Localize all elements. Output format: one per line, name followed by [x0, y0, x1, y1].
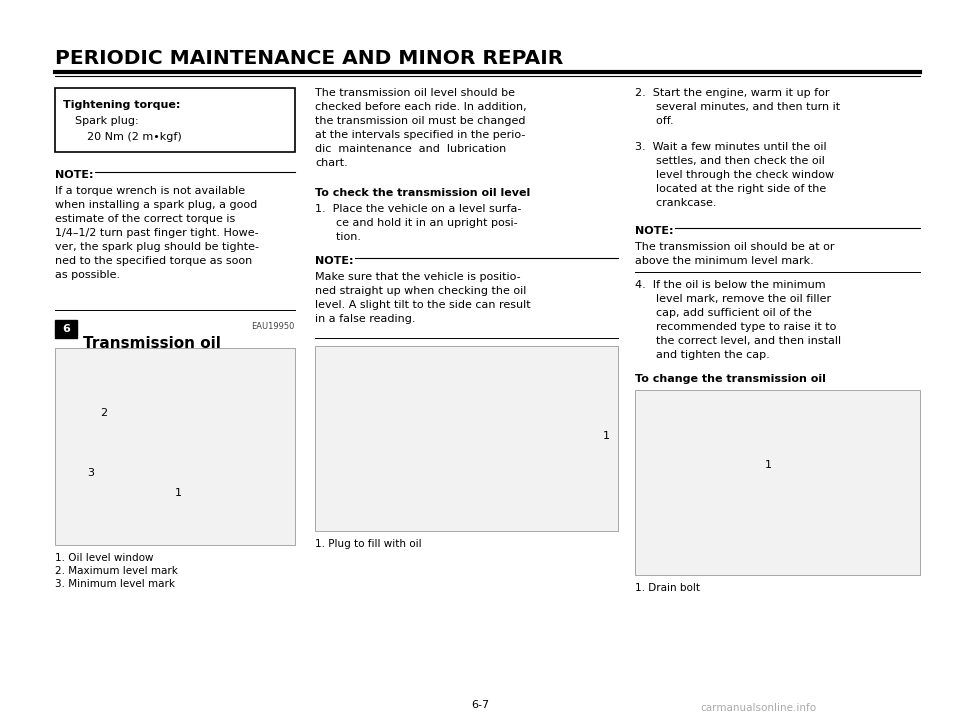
- Bar: [55, 320, 77, 338]
- Text: 3: 3: [87, 468, 94, 478]
- Text: 1.  Place the vehicle on a level surfa-
      ce and hold it in an upright posi-: 1. Place the vehicle on a level surfa- c…: [315, 204, 521, 242]
- Text: 1: 1: [175, 488, 182, 498]
- Bar: [55, 348, 295, 545]
- Text: 3.  Wait a few minutes until the oil
      settles, and then check the oil
     : 3. Wait a few minutes until the oil sett…: [635, 142, 834, 208]
- Text: Tightening torque:: Tightening torque:: [63, 100, 180, 110]
- Text: NOTE:: NOTE:: [315, 256, 353, 266]
- Text: The transmission oil level should be
checked before each ride. In addition,
the : The transmission oil level should be che…: [315, 88, 527, 168]
- Text: To check the transmission oil level: To check the transmission oil level: [315, 188, 530, 198]
- Text: EAU19950: EAU19950: [252, 322, 295, 331]
- Text: 1: 1: [765, 460, 772, 470]
- Bar: [55, 88, 295, 152]
- Text: 6-7: 6-7: [471, 700, 489, 710]
- Text: carmanualsonline.info: carmanualsonline.info: [700, 703, 816, 713]
- Text: NOTE:: NOTE:: [55, 170, 93, 180]
- Text: 2: 2: [100, 408, 108, 418]
- Text: NOTE:: NOTE:: [635, 226, 674, 236]
- Text: 6: 6: [62, 324, 70, 334]
- Text: 2.  Start the engine, warm it up for
      several minutes, and then turn it
   : 2. Start the engine, warm it up for seve…: [635, 88, 840, 126]
- Bar: [635, 390, 920, 575]
- Text: 3. Minimum level mark: 3. Minimum level mark: [55, 579, 175, 589]
- Text: 1. Oil level window: 1. Oil level window: [55, 553, 154, 563]
- Text: 1: 1: [603, 431, 610, 441]
- Text: If a torque wrench is not available
when installing a spark plug, a good
estimat: If a torque wrench is not available when…: [55, 186, 259, 280]
- Text: To change the transmission oil: To change the transmission oil: [635, 374, 826, 384]
- Text: Transmission oil: Transmission oil: [83, 336, 221, 351]
- Text: Make sure that the vehicle is positio-
ned straight up when checking the oil
lev: Make sure that the vehicle is positio- n…: [315, 272, 531, 324]
- Text: 1. Drain bolt: 1. Drain bolt: [635, 583, 700, 593]
- Text: 2. Maximum level mark: 2. Maximum level mark: [55, 566, 178, 576]
- Text: 20 Nm (2 m•kgf): 20 Nm (2 m•kgf): [87, 132, 181, 142]
- Bar: [315, 346, 618, 531]
- Text: 1. Plug to fill with oil: 1. Plug to fill with oil: [315, 539, 421, 549]
- Text: PERIODIC MAINTENANCE AND MINOR REPAIR: PERIODIC MAINTENANCE AND MINOR REPAIR: [55, 49, 564, 68]
- Text: 4.  If the oil is below the minimum
      level mark, remove the oil filler
    : 4. If the oil is below the minimum level…: [635, 280, 841, 360]
- Text: The transmission oil should be at or
above the minimum level mark.: The transmission oil should be at or abo…: [635, 242, 834, 266]
- Text: Spark plug:: Spark plug:: [75, 116, 138, 126]
